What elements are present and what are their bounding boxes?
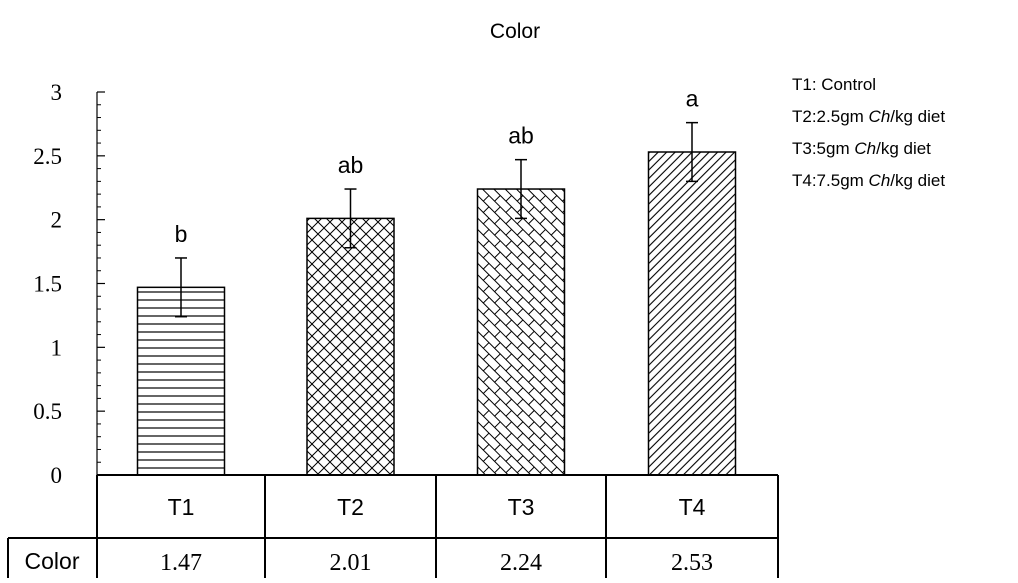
bar-t2	[306, 217, 395, 476]
y-tick-label: 0.5	[33, 399, 62, 424]
table-value-cell: 2.24	[500, 550, 542, 576]
y-axis: 0 0.5 1 1.5 2 2.5 3	[33, 80, 105, 488]
table-value-cell: 2.53	[671, 550, 713, 576]
x-category-label: T1	[168, 494, 195, 520]
bars	[136, 151, 737, 476]
error-bars	[175, 121, 698, 318]
legend-entry-1: T1: Control	[792, 75, 876, 94]
legend-text-prefix: T4:7.5gm	[792, 171, 869, 190]
legend-text-suffix: /kg diet	[890, 107, 945, 126]
legend-text-prefix: T2:2.5gm	[792, 107, 869, 126]
significance-label: ab	[338, 152, 364, 178]
bar-t1	[136, 286, 226, 476]
y-tick-label: 2	[51, 208, 63, 233]
legend-text-suffix: /kg diet	[890, 171, 945, 190]
y-tick-label: 2.5	[33, 144, 62, 169]
y-tick-label: 0	[51, 463, 63, 488]
legend-text-suffix: /kg diet	[876, 139, 931, 158]
legend-text-prefix: T1: Control	[792, 75, 876, 94]
y-tick-label: 1	[51, 335, 63, 360]
table-value-cell: 2.01	[330, 550, 372, 576]
x-category-label: T2	[337, 494, 364, 520]
legend-text-italic: Ch	[869, 171, 891, 190]
legend-text-prefix: T3:5gm	[792, 139, 854, 158]
y-tick-label: 3	[51, 80, 63, 105]
data-table: Color T1 1.47 T2 2.01 T3 2.24 T4 2.53	[7, 474, 779, 578]
legend-entry-2: T2:2.5gm Ch/kg diet	[792, 107, 945, 126]
legend-text-italic: Ch	[869, 107, 891, 126]
x-category-label: T3	[508, 494, 535, 520]
bar-t3	[476, 188, 566, 476]
significance-labels: b ab ab a	[175, 86, 699, 247]
legend-entry-3: T3:5gm Ch/kg diet	[792, 139, 931, 158]
bar-t4	[647, 151, 737, 476]
chart-title: Color	[490, 20, 540, 43]
y-tick-label: 1.5	[33, 272, 62, 297]
legend-entry-4: T4:7.5gm Ch/kg diet	[792, 171, 945, 190]
table-value-cell: 1.47	[160, 550, 202, 576]
table-row-label: Color	[25, 548, 80, 574]
legend-text-italic: Ch	[854, 139, 876, 158]
significance-label: ab	[508, 123, 534, 149]
significance-label: b	[175, 221, 188, 247]
x-category-label: T4	[679, 494, 706, 520]
significance-label: a	[686, 86, 699, 112]
